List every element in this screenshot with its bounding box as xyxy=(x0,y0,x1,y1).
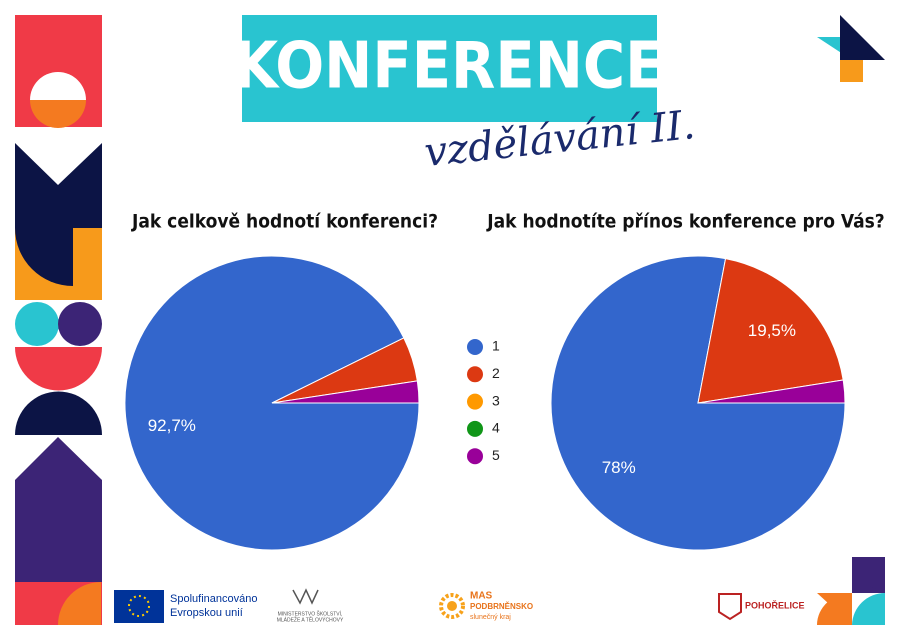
legend-swatch xyxy=(467,448,483,465)
title-box xyxy=(242,15,657,122)
title: KONFERENCE xyxy=(233,30,664,104)
msmt-text: MINISTERSTVO ŠKOLSTVÍ, xyxy=(278,610,343,617)
mas-text: slunečný kraj xyxy=(470,614,511,621)
eu-text: Spolufinancováno xyxy=(170,593,257,605)
msmt-text: MLÁDEŽE A TĚLOVÝCHOVY xyxy=(277,615,344,623)
pie-slice xyxy=(697,379,846,404)
pie-slice xyxy=(697,258,844,404)
chart-title: Jak celkově hodnotí konferenci? xyxy=(131,211,438,233)
legend-label: 3 xyxy=(492,392,500,408)
pie-slice xyxy=(271,380,420,404)
eu-text: Evropskou unií xyxy=(170,607,243,619)
legend-label: 4 xyxy=(492,420,500,436)
chart-title: Jak hodnotíte přínos konference pro Vás? xyxy=(486,211,884,233)
mas-text: PODBRNĚNSKO xyxy=(470,602,533,611)
slice-label: 19,5% xyxy=(748,321,796,340)
mas-text: MAS xyxy=(470,591,493,602)
legend-label: 5 xyxy=(492,447,500,463)
slice-label: 92,7% xyxy=(148,416,196,435)
corner-logo xyxy=(817,15,885,625)
legend-label: 1 xyxy=(492,338,500,354)
slice-label: 78% xyxy=(602,458,636,477)
legend-swatch xyxy=(467,393,483,410)
legend: 1 2 3 4 5 xyxy=(467,338,500,465)
footer: Spolufinancováno Evropskou unií MINISTER… xyxy=(114,588,805,623)
legend-label: 2 xyxy=(492,365,500,381)
legend-swatch xyxy=(467,420,483,437)
town-text: POHOŘELICE xyxy=(745,599,805,610)
legend-swatch xyxy=(467,366,483,383)
left-decoration xyxy=(15,15,102,625)
legend-swatch xyxy=(467,339,483,355)
